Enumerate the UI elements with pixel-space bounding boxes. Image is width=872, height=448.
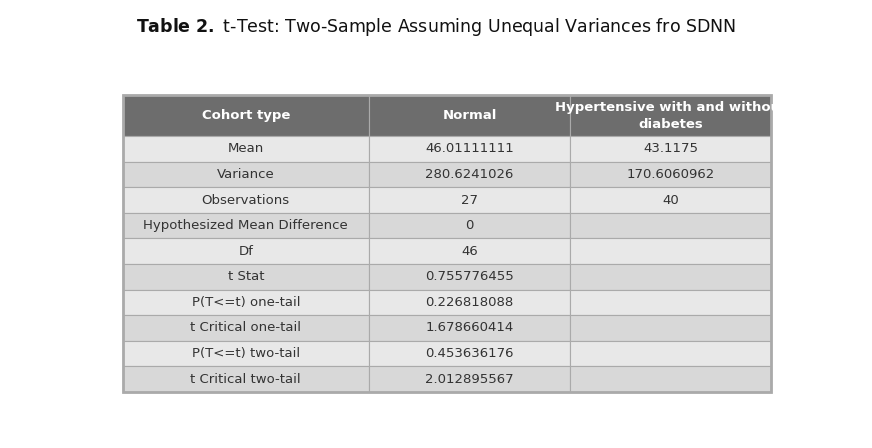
Bar bbox=[570, 238, 771, 264]
Text: 2.012895567: 2.012895567 bbox=[426, 373, 514, 386]
Bar bbox=[122, 238, 369, 264]
Text: Variance: Variance bbox=[217, 168, 275, 181]
Bar bbox=[122, 315, 369, 340]
Bar bbox=[369, 340, 570, 366]
Text: t Critical one-tail: t Critical one-tail bbox=[190, 321, 302, 334]
Bar bbox=[369, 289, 570, 315]
Text: $\mathbf{Table\ 2.}$ t-Test: Two-Sample Assuming Unequal Variances fro SDNN: $\mathbf{Table\ 2.}$ t-Test: Two-Sample … bbox=[136, 16, 736, 38]
Bar bbox=[570, 264, 771, 289]
Text: 27: 27 bbox=[461, 194, 478, 207]
Bar bbox=[570, 289, 771, 315]
Bar bbox=[122, 95, 771, 392]
Text: 0: 0 bbox=[466, 219, 473, 232]
Bar bbox=[570, 95, 771, 136]
Text: P(T<=t) one-tail: P(T<=t) one-tail bbox=[192, 296, 300, 309]
Bar bbox=[369, 162, 570, 187]
Text: t Critical two-tail: t Critical two-tail bbox=[190, 373, 301, 386]
Text: 46: 46 bbox=[461, 245, 478, 258]
Bar bbox=[369, 264, 570, 289]
Bar bbox=[122, 213, 369, 238]
Text: Observations: Observations bbox=[201, 194, 290, 207]
Text: Cohort type: Cohort type bbox=[201, 109, 290, 122]
Text: Hypertensive with and without
diabetes: Hypertensive with and without diabetes bbox=[555, 101, 787, 131]
Bar bbox=[570, 136, 771, 162]
Text: P(T<=t) two-tail: P(T<=t) two-tail bbox=[192, 347, 300, 360]
Text: 0.755776455: 0.755776455 bbox=[426, 270, 514, 283]
Bar bbox=[369, 315, 570, 340]
Bar bbox=[122, 95, 369, 136]
Text: 170.6060962: 170.6060962 bbox=[627, 168, 715, 181]
Text: Normal: Normal bbox=[442, 109, 497, 122]
Bar bbox=[122, 289, 369, 315]
Text: 43.1175: 43.1175 bbox=[644, 142, 698, 155]
Text: 0.226818088: 0.226818088 bbox=[426, 296, 514, 309]
Text: 40: 40 bbox=[663, 194, 679, 207]
Bar bbox=[122, 264, 369, 289]
Bar bbox=[122, 162, 369, 187]
Bar bbox=[570, 162, 771, 187]
Text: 280.6241026: 280.6241026 bbox=[426, 168, 514, 181]
Bar bbox=[369, 366, 570, 392]
Bar bbox=[369, 238, 570, 264]
Bar bbox=[570, 315, 771, 340]
Text: 0.453636176: 0.453636176 bbox=[426, 347, 514, 360]
Text: Df: Df bbox=[238, 245, 253, 258]
Bar bbox=[369, 187, 570, 213]
Bar bbox=[122, 187, 369, 213]
Bar bbox=[369, 95, 570, 136]
Text: Mean: Mean bbox=[228, 142, 264, 155]
Text: t Stat: t Stat bbox=[228, 270, 264, 283]
Bar bbox=[122, 136, 369, 162]
Bar bbox=[570, 366, 771, 392]
Text: 46.01111111: 46.01111111 bbox=[426, 142, 514, 155]
Bar bbox=[369, 136, 570, 162]
Bar bbox=[570, 187, 771, 213]
Bar bbox=[122, 366, 369, 392]
Bar bbox=[570, 213, 771, 238]
Bar bbox=[122, 340, 369, 366]
Text: Hypothesized Mean Difference: Hypothesized Mean Difference bbox=[143, 219, 348, 232]
Bar bbox=[570, 340, 771, 366]
Bar bbox=[369, 213, 570, 238]
Text: 1.678660414: 1.678660414 bbox=[426, 321, 514, 334]
